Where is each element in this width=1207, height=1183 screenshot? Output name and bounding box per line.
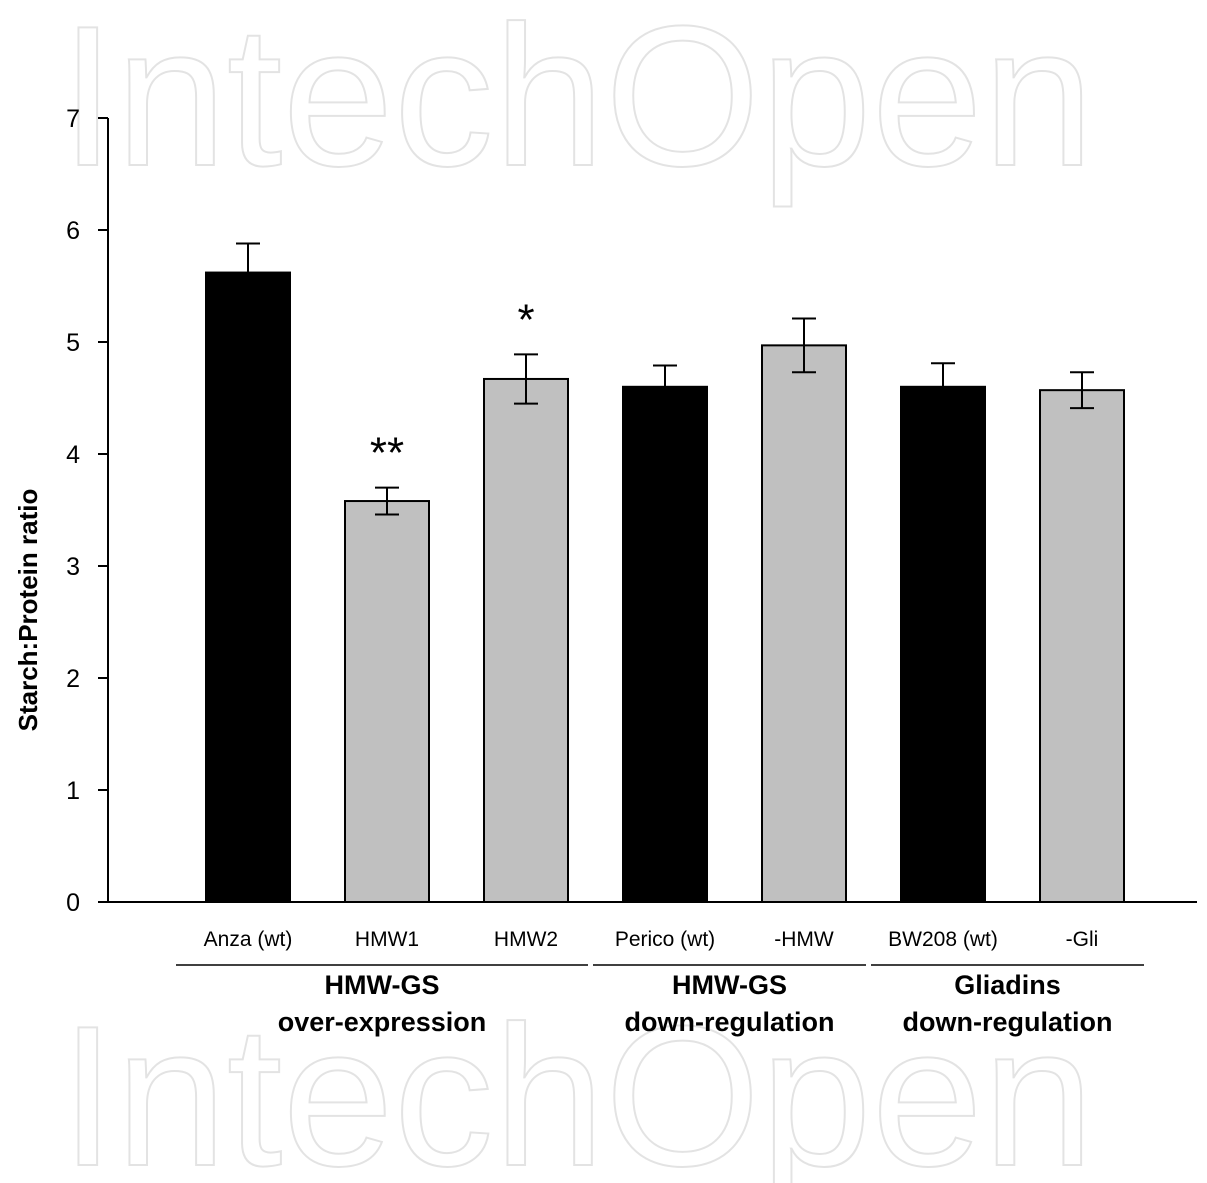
watermark-bottom: IntechOpen	[60, 985, 1094, 1183]
watermark-top: IntechOpen	[60, 0, 1094, 208]
category-label: BW208 (wt)	[888, 928, 998, 951]
bar	[622, 385, 708, 903]
group-label-line1: Gliadins	[954, 970, 1061, 1000]
labels: Anza (wt) ** HMW1 * HMW2 Perico (wt) -HMW BW208…	[176, 295, 1144, 1037]
y-tick-label: 5	[66, 329, 80, 357]
group-label-line2: over-expression	[278, 1007, 487, 1037]
watermark: IntechOpen IntechOpen	[59, 0, 1095, 1183]
bar	[205, 271, 291, 903]
y-tick-label: 7	[66, 105, 80, 133]
category-label: Anza (wt)	[204, 928, 293, 951]
group-label-line1: HMW-GS	[672, 970, 787, 1000]
y-axis-title: Starch:Protein ratio	[13, 489, 43, 732]
bar	[761, 344, 847, 903]
significance-label: **	[370, 429, 404, 478]
significance-label: *	[517, 295, 534, 344]
category-label: HMW2	[494, 928, 558, 951]
y-tick-label: 0	[66, 889, 80, 917]
y-tick-label: 1	[66, 777, 80, 805]
y-tick-label: 3	[66, 553, 80, 581]
category-label: Perico (wt)	[615, 928, 715, 951]
y-tick-label: 6	[66, 217, 80, 245]
group-label-line2: down-regulation	[903, 1007, 1113, 1037]
category-label: HMW1	[355, 928, 419, 951]
axes: 0 1 2 3 4 5 6 7 Starch:Protein ratio	[13, 105, 1197, 917]
bar	[1039, 389, 1125, 903]
bar	[344, 500, 430, 903]
category-label: -HMW	[774, 928, 834, 951]
bars	[205, 242, 1125, 903]
bar	[900, 385, 986, 903]
y-tick-label: 2	[66, 665, 80, 693]
bar	[483, 377, 569, 903]
group-label-line1: HMW-GS	[325, 970, 440, 1000]
group-label-line2: down-regulation	[625, 1007, 835, 1037]
y-tick-label: 4	[66, 441, 80, 469]
category-label: -Gli	[1066, 928, 1099, 951]
